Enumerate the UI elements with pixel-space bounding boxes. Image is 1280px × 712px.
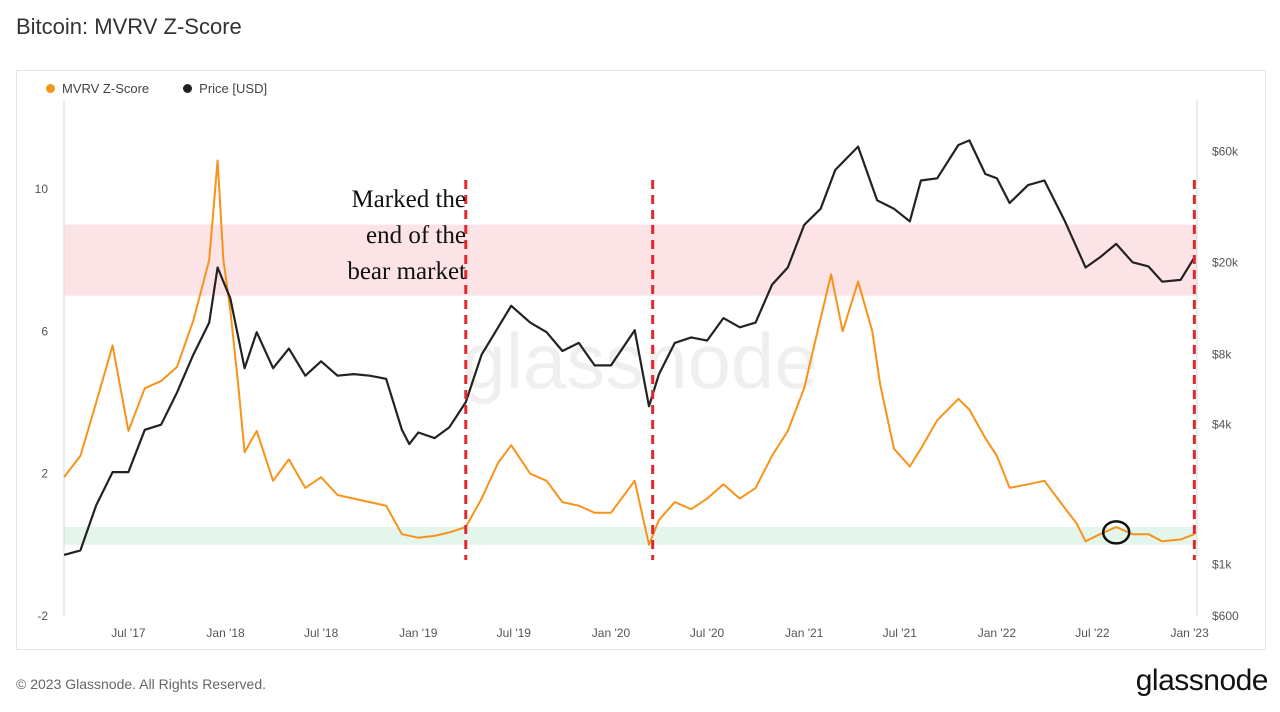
copyright-text: © 2023 Glassnode. All Rights Reserved. <box>16 676 267 692</box>
y-right-tick-label: $8k <box>1212 348 1232 362</box>
chart-frame <box>16 70 1266 650</box>
legend-label-mvrv: MVRV Z-Score <box>62 81 150 96</box>
x-tick-label: Jul '18 <box>304 626 339 640</box>
glassnode-logo: glassnode <box>1135 664 1269 697</box>
x-tick-label: Jul '19 <box>497 626 532 640</box>
legend-dot-mvrv <box>46 84 55 93</box>
annotation-line: Marked the <box>351 186 466 213</box>
x-tick-label: Jul '21 <box>883 626 918 640</box>
overvalued-band <box>64 224 1197 296</box>
series-line-mvrv <box>63 159 1195 546</box>
y-right-tick-label: $1k <box>1212 557 1232 571</box>
legend-dot-price <box>183 84 193 93</box>
y-left-tick-label: 10 <box>35 182 49 196</box>
x-tick-label: Jul '20 <box>690 626 725 640</box>
x-tick-label: Jan '19 <box>399 626 438 640</box>
y-right-tick-label: $600 <box>1212 609 1239 623</box>
legend-label-price: Price [USD] <box>199 81 268 96</box>
series-line-price <box>63 139 1196 556</box>
x-tick-label: Jul '22 <box>1075 626 1110 640</box>
x-tick-label: Jan '23 <box>1170 626 1209 640</box>
legend: MVRV Z-Score Price [USD] <box>46 81 267 96</box>
y-right-tick-label: $20k <box>1212 255 1239 269</box>
x-tick-label: Jan '22 <box>978 626 1017 640</box>
page-title: Bitcoin: MVRV Z-Score <box>16 14 242 39</box>
undervalued-band <box>64 527 1197 545</box>
y-left-tick-label: 6 <box>41 324 48 338</box>
legend-item-price[interactable]: Price [USD] <box>183 81 267 96</box>
annotation-line: end of the <box>366 222 466 249</box>
x-tick-label: Jan '18 <box>206 626 245 640</box>
highlight-circle <box>1101 520 1131 545</box>
legend-item-mvrv[interactable]: MVRV Z-Score <box>46 81 149 96</box>
y-right-tick-label: $4k <box>1212 418 1232 432</box>
annotation-line: bear market <box>347 258 466 285</box>
x-tick-label: Jan '21 <box>785 626 824 640</box>
y-left-tick-label: -2 <box>37 609 48 623</box>
y-right-tick-label: $60k <box>1212 145 1239 159</box>
x-tick-label: Jan '20 <box>592 626 631 640</box>
y-left-tick-label: 2 <box>41 467 48 481</box>
x-tick-label: Jul '17 <box>111 626 146 640</box>
